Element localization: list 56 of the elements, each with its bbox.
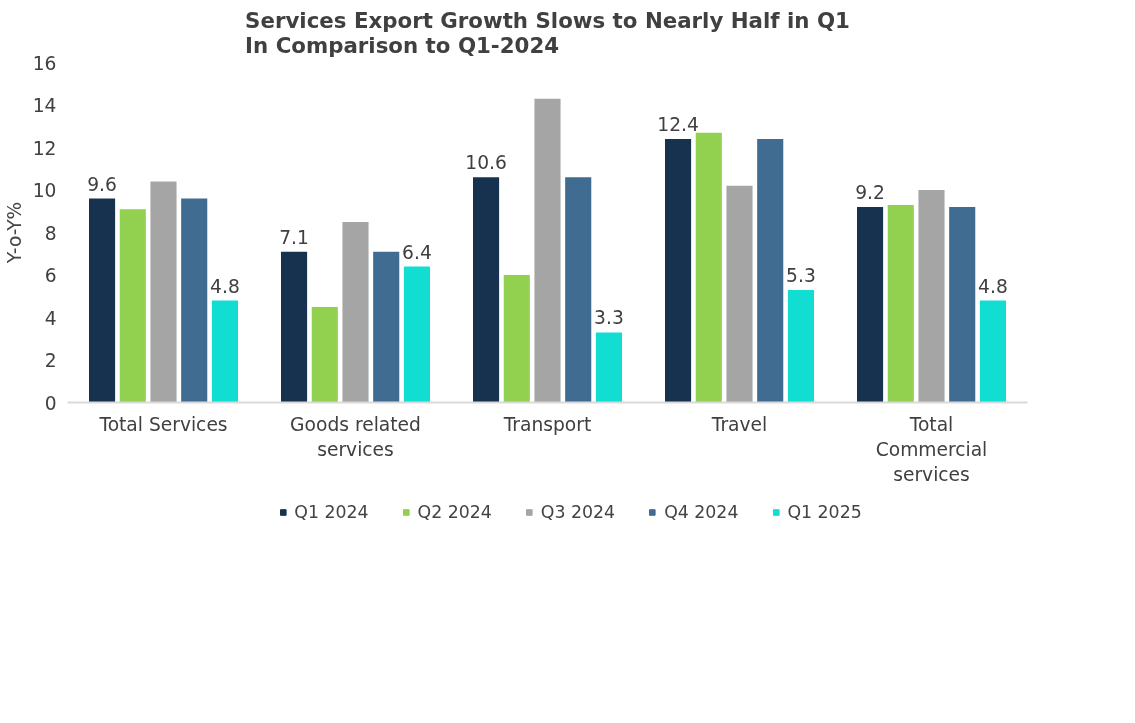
x-tick-label: Total Services <box>98 413 228 435</box>
bar <box>534 98 561 403</box>
bar <box>787 289 814 403</box>
data-label: 3.3 <box>594 307 624 329</box>
data-label: 10.6 <box>465 152 507 174</box>
bar <box>595 332 622 403</box>
bar <box>373 251 400 403</box>
bar <box>281 251 308 403</box>
bar <box>311 306 338 403</box>
bar <box>665 139 692 403</box>
y-tick-label: 10 <box>32 180 57 201</box>
bar <box>403 266 430 403</box>
y-tick-label: 0 <box>44 392 57 414</box>
x-tick-label: Transport <box>502 413 592 435</box>
y-tick-label: 12 <box>32 137 57 159</box>
bar <box>342 221 369 403</box>
x-tick-label: Goods related services <box>290 413 421 460</box>
legend-label: Q1 2025 <box>787 502 862 522</box>
data-label: 4.8 <box>978 275 1008 297</box>
y-tick-label: 8 <box>44 222 57 244</box>
legend-label: Q2 2024 <box>417 502 492 522</box>
legend-label: Q3 2024 <box>540 502 616 522</box>
data-label: 4.8 <box>210 275 240 297</box>
bar <box>918 190 945 403</box>
y-axis-title: Y-o-Y% <box>3 201 25 265</box>
bar <box>757 139 784 403</box>
bar <box>473 177 500 403</box>
bar <box>695 132 722 403</box>
y-tick-label: 6 <box>44 265 57 286</box>
data-label: 7.1 <box>279 226 309 248</box>
data-label: 12.4 <box>657 114 699 135</box>
data-label: 6.4 <box>402 241 432 263</box>
y-tick-label: 16 <box>32 52 57 74</box>
bar <box>211 300 238 403</box>
bar <box>949 207 976 403</box>
bar <box>181 198 208 403</box>
chart-title: Services Export Growth Slows to Nearly Half in Q1 In Comparison to Q1-2024 <box>245 7 850 58</box>
bar <box>857 207 884 403</box>
x-tick-label: Total Commercial services <box>875 413 988 485</box>
y-tick-label: 2 <box>44 350 57 371</box>
bar <box>503 275 530 403</box>
y-tick-label: 4 <box>44 307 57 329</box>
legend-label: Q4 2024 <box>664 502 739 522</box>
x-tick-label: Travel <box>710 413 768 435</box>
bar <box>565 177 592 403</box>
bar <box>979 300 1006 403</box>
y-tick-label: 14 <box>32 95 57 116</box>
data-label: 9.2 <box>855 182 885 203</box>
data-label: 5.3 <box>786 264 816 286</box>
data-label: 9.6 <box>87 173 117 195</box>
bar <box>119 209 146 403</box>
bar <box>89 198 116 403</box>
legend-label: Q1 2024 <box>294 502 369 522</box>
bar <box>150 181 177 403</box>
bar <box>726 185 753 403</box>
bar <box>887 204 914 403</box>
